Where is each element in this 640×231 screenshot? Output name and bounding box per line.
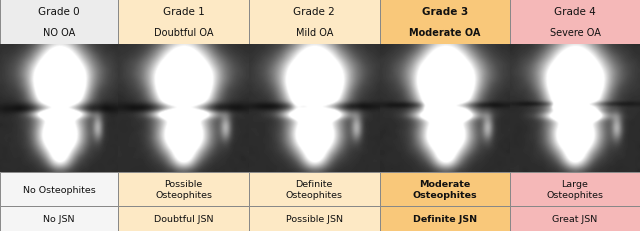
Text: Definite
Osteophites: Definite Osteophites [285,179,343,199]
FancyBboxPatch shape [0,172,118,206]
Text: Possible JSN: Possible JSN [285,214,343,223]
FancyBboxPatch shape [380,206,510,231]
Text: Mild OA: Mild OA [296,27,333,37]
FancyBboxPatch shape [510,0,640,44]
FancyBboxPatch shape [118,0,249,44]
FancyBboxPatch shape [380,172,510,206]
FancyBboxPatch shape [380,0,510,44]
Text: Grade 0: Grade 0 [38,7,80,17]
Text: Doubtful JSN: Doubtful JSN [154,214,213,223]
FancyBboxPatch shape [510,172,640,206]
Text: Grade 3: Grade 3 [422,7,468,17]
Text: Severe OA: Severe OA [550,27,600,37]
Text: Grade 4: Grade 4 [554,7,596,17]
FancyBboxPatch shape [249,172,380,206]
FancyBboxPatch shape [510,206,640,231]
Text: Moderate
Osteophites: Moderate Osteophites [413,179,477,199]
FancyBboxPatch shape [249,0,380,44]
Text: NO OA: NO OA [43,27,76,37]
Text: Grade 1: Grade 1 [163,7,205,17]
FancyBboxPatch shape [118,206,249,231]
Text: Possible
Osteophites: Possible Osteophites [155,179,212,199]
Text: Large
Osteophites: Large Osteophites [547,179,604,199]
Text: No JSN: No JSN [44,214,75,223]
Text: Grade 2: Grade 2 [293,7,335,17]
FancyBboxPatch shape [249,206,380,231]
FancyBboxPatch shape [0,206,118,231]
FancyBboxPatch shape [118,172,249,206]
Text: No Osteophites: No Osteophites [23,185,95,194]
Text: Great JSN: Great JSN [552,214,598,223]
Text: Doubtful OA: Doubtful OA [154,27,213,37]
Text: Moderate OA: Moderate OA [409,27,481,37]
FancyBboxPatch shape [0,0,118,44]
Text: Definite JSN: Definite JSN [413,214,477,223]
